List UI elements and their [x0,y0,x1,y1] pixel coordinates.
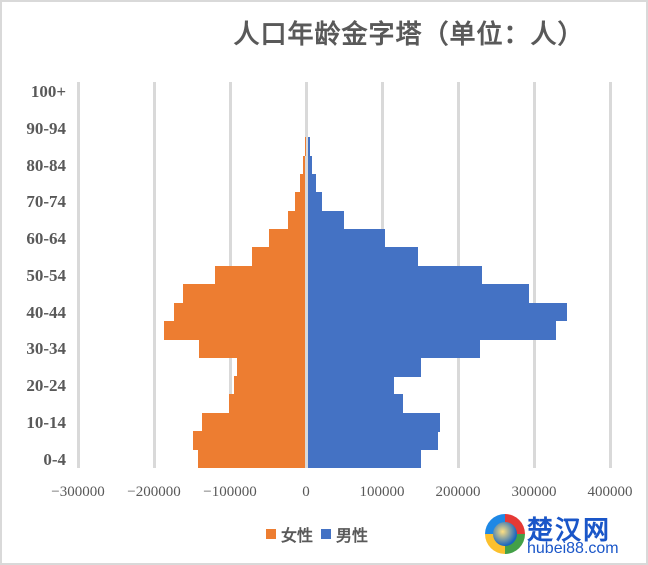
x-tick-label: 400000 [587,484,633,500]
y-tick-label: 90-94 [26,118,66,138]
bar-male [308,137,310,157]
legend: 女性 男性 [266,522,372,546]
legend-label-male: 男性 [336,526,369,545]
x-tick-label: 200000 [435,484,481,500]
watermark-domain: hubei88.com [527,540,619,557]
legend-label-female: 女性 [281,526,314,545]
bar-female [295,192,305,212]
bar-male [308,173,316,193]
bar-female [303,155,305,175]
legend-swatch-female [266,529,276,539]
watermark-name: 楚汉网 [527,516,612,546]
x-tick-label: 300000 [511,484,557,500]
bar-male [308,210,345,230]
legend-item-female: 女性 [266,522,313,546]
bar-female [251,247,305,267]
y-tick-label: 20-24 [26,376,66,396]
bar-female [288,210,305,230]
bar-female [183,284,305,304]
gridline [76,82,80,468]
bar-male [308,376,394,395]
gridline [532,82,536,468]
y-tick-label: 80-84 [26,155,66,175]
watermark-logo-icon [485,514,525,554]
y-tick-label: 50-54 [26,265,66,285]
y-tick-label: 100+ [30,82,66,101]
bar-female [268,229,305,248]
watermark: 楚汉网 hubei88.com [485,512,645,560]
bar-male [308,247,419,267]
y-tick-label: 10-14 [26,412,66,432]
bar-female [198,339,305,359]
bar-male [308,357,422,377]
bar-male [308,265,483,285]
legend-swatch-male [321,529,332,539]
bar-male [308,412,441,432]
chart-title: 人口年龄金字塔（单位：人） [233,20,585,50]
bar-male [308,229,385,248]
bar-male [308,302,568,322]
gridline [152,82,156,468]
x-tick-label: 0 [302,484,310,500]
bar-female [229,394,305,414]
bar-male [308,155,312,175]
x-tick-label: −300000 [51,484,105,500]
bar-female [164,320,305,340]
x-tick-label: −100000 [203,484,257,500]
y-tick-label: 30-34 [26,339,66,359]
bar-male [308,449,422,469]
bar-male [308,339,480,359]
y-tick-label: 70-74 [26,192,66,212]
gridline [304,82,308,468]
bar-female [237,357,305,377]
bar-male [308,431,438,451]
bar-female [193,431,305,451]
bar-female [300,173,305,193]
bar-female [173,302,305,322]
bar-female [201,412,305,432]
gridline [608,82,612,468]
bar-male [308,192,322,212]
bar-male [308,320,556,340]
y-tick-label: 0-4 [43,449,66,469]
bar-female [234,376,305,395]
bar-female [197,449,305,469]
y-tick-label: 60-64 [26,229,66,249]
y-tick-label: 40-44 [26,302,66,322]
x-tick-label: −200000 [127,484,181,500]
legend-item-male: 男性 [321,522,368,546]
x-tick-label: 100000 [359,484,405,500]
bar-male [308,284,530,304]
bar-male [308,394,403,414]
bar-female [215,265,305,285]
